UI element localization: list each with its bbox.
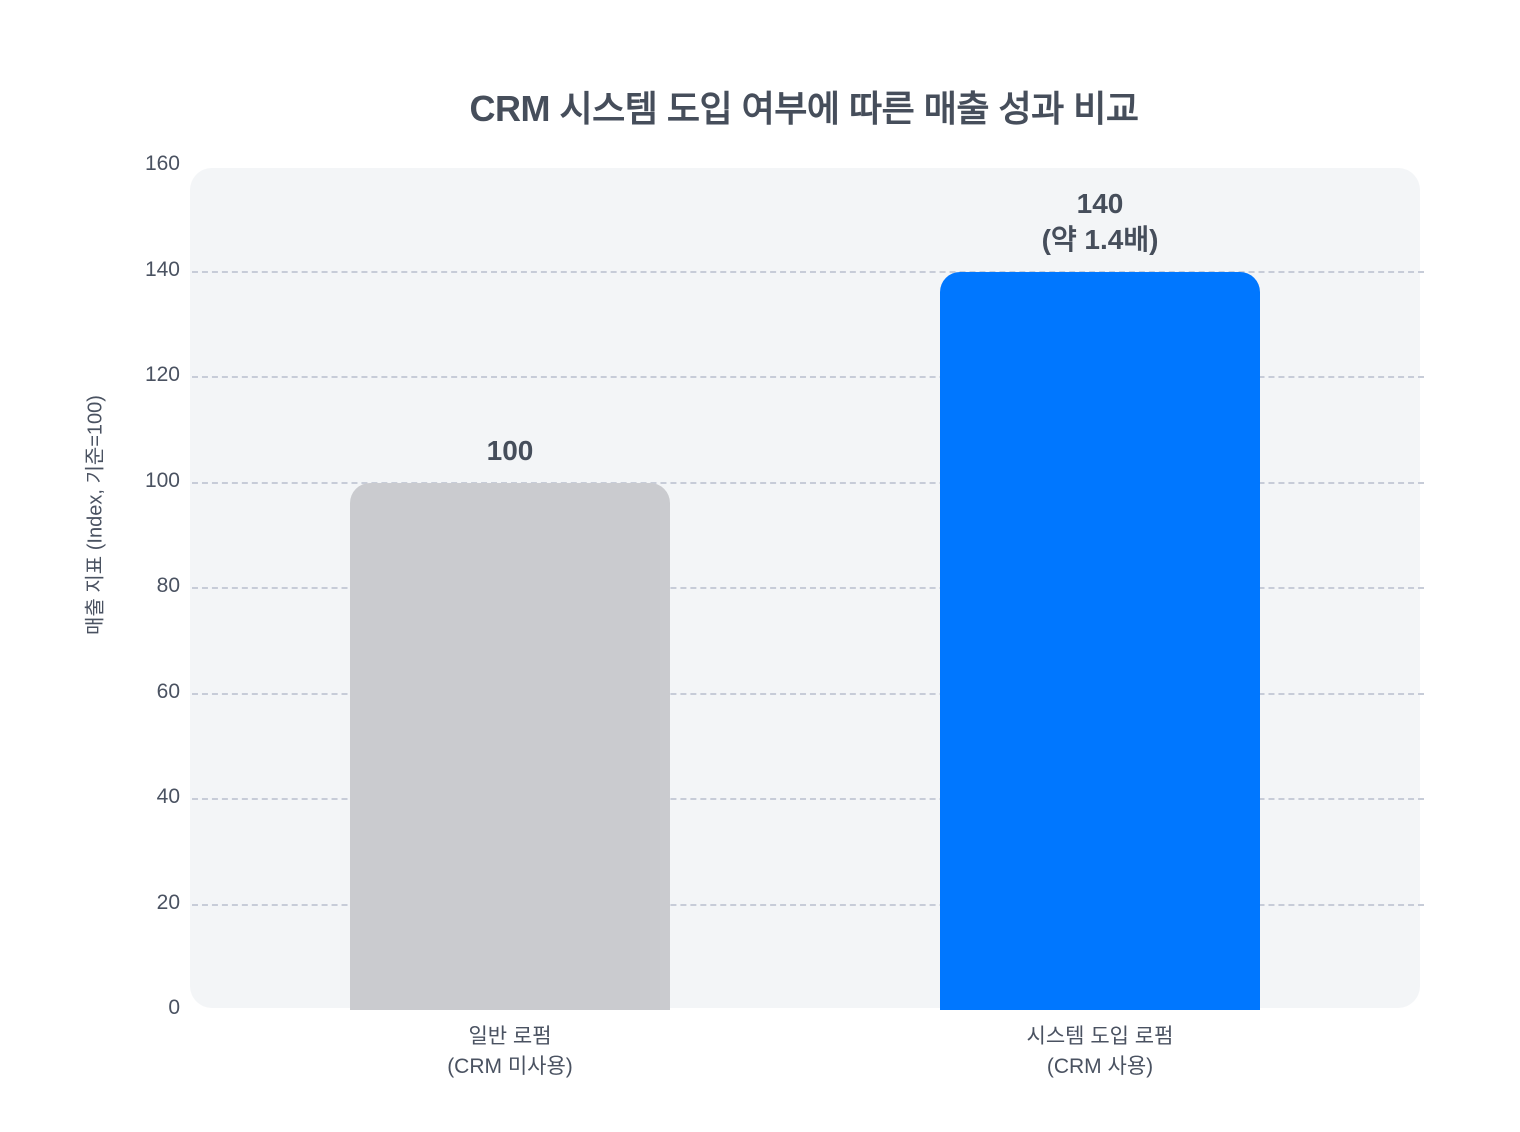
- gridline: [192, 376, 1424, 378]
- gridline: [192, 903, 1424, 906]
- y-tick-label: 160: [144, 152, 180, 175]
- gridline: [192, 587, 1424, 589]
- x-tick-label: 일반 로펌 (CRM 미사용): [447, 1025, 573, 1078]
- y-tick-label: 40: [156, 785, 180, 808]
- y-tick-label: 0: [168, 996, 180, 1019]
- bar-value-label: 140 (약 1.4배): [1041, 187, 1159, 255]
- gridline: [192, 270, 1424, 273]
- bar-2: [940, 271, 1260, 1010]
- chart-title: CRM 시스템 도입 여부에 따른 매출 성과 비교: [469, 88, 1139, 129]
- y-tick-label: 120: [144, 363, 180, 386]
- gridline: [192, 481, 1424, 484]
- gridline: [192, 692, 1424, 695]
- gridline: [192, 798, 1424, 800]
- y-tick-label: 20: [156, 890, 180, 914]
- y-tick-label: 80: [156, 574, 180, 597]
- bar-value-label: 100: [486, 434, 534, 466]
- y-axis-label: 매출 지표 (Index, 기준=100): [84, 395, 107, 635]
- y-tick-label: 100: [144, 468, 180, 492]
- bar-1: [350, 482, 670, 1010]
- x-tick-label: 시스템 도입 로펌 (CRM 사용): [1026, 1025, 1174, 1078]
- y-tick-label: 60: [156, 679, 180, 703]
- y-tick-label: 140: [144, 257, 180, 281]
